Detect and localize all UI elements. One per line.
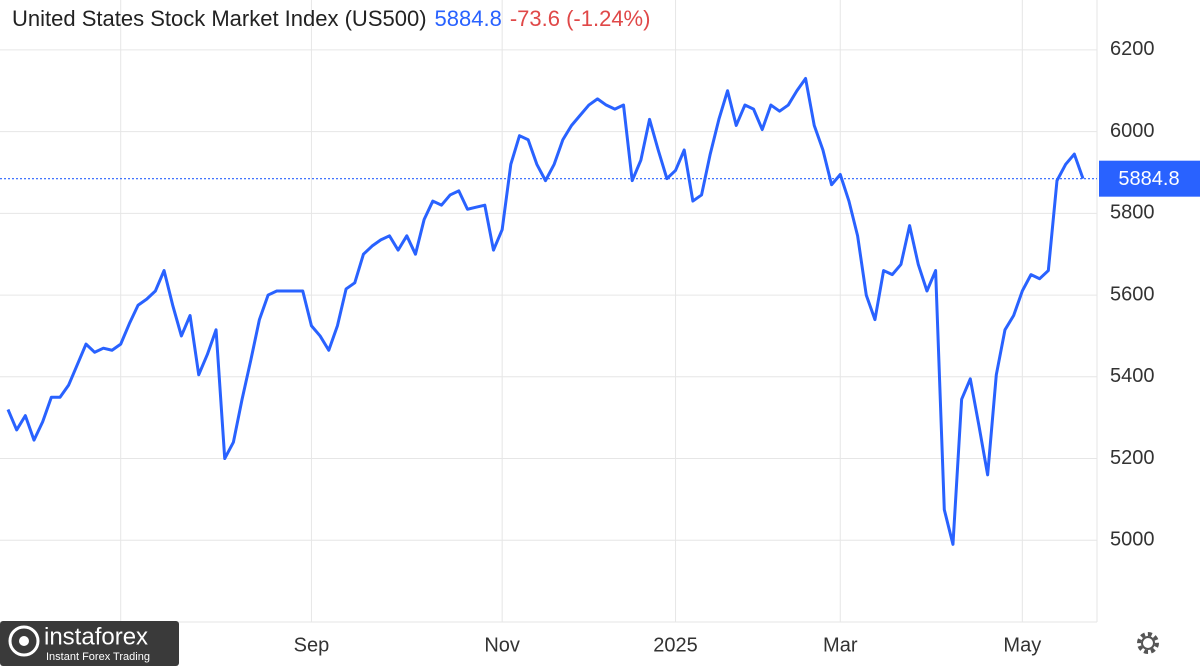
logo-bg — [0, 621, 179, 666]
gear-teeth — [1137, 632, 1159, 654]
y-tick-label: 5400 — [1110, 365, 1155, 387]
logo-name: instaforex — [44, 623, 148, 650]
title: United States Stock Market Index (US500) — [12, 6, 427, 31]
x-tick-label: 2025 — [653, 634, 698, 656]
last-price-box — [1099, 160, 1200, 197]
last-price: 5884.8 — [434, 6, 502, 31]
y-tick-label: 6000 — [1110, 120, 1155, 142]
last-price-label: 5884.8 — [1118, 168, 1179, 190]
x-tick-label: Sep — [294, 634, 330, 656]
y-tick-label: 5000 — [1110, 529, 1155, 551]
settings-icon[interactable] — [1137, 632, 1159, 654]
logo: instaforex Instant Forex Trading — [0, 621, 179, 666]
logo-icon-core — [19, 636, 29, 646]
y-tick-label: 5200 — [1110, 447, 1155, 469]
x-tick-label: Nov — [484, 634, 520, 656]
logo-icon — [8, 625, 40, 657]
header: United States Stock Market Index (US500)… — [12, 6, 658, 32]
y-tick-label: 6200 — [1110, 38, 1155, 60]
logo-tagline: Instant Forex Trading — [46, 651, 150, 663]
x-tick-label: May — [1003, 634, 1041, 656]
x-tick-label: Mar — [823, 634, 858, 656]
gear-ring — [1141, 636, 1155, 650]
y-tick-label: 5600 — [1110, 283, 1155, 305]
y-tick-label: 5800 — [1110, 202, 1155, 224]
price-line — [6, 76, 1085, 546]
price-change: -73.6 (-1.24%) — [509, 6, 651, 31]
